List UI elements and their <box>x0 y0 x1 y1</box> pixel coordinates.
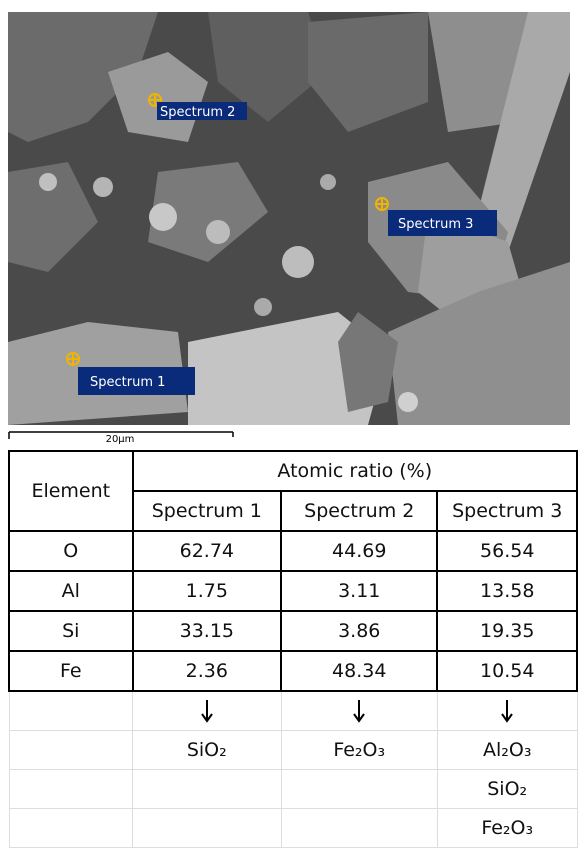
table-cell <box>133 770 281 809</box>
table-cell <box>281 809 437 848</box>
table-cell: 48.34 <box>281 651 437 691</box>
table-row: SiO₂ <box>9 770 577 809</box>
scale-label: 20μm <box>106 434 135 445</box>
spectrum-label: Spectrum 2 <box>160 105 235 120</box>
table-cell <box>9 770 133 809</box>
table-cell: 2.36 <box>133 651 281 691</box>
table-row <box>9 691 577 731</box>
table-cell: Element <box>9 451 133 531</box>
table-cell: SiO₂ <box>437 770 577 809</box>
table-cell <box>281 770 437 809</box>
table-cell: 44.69 <box>281 531 437 571</box>
scale-bar: 20μm <box>0 425 579 449</box>
arrow <box>200 698 214 724</box>
table-cell <box>133 691 281 731</box>
arrow <box>500 698 514 724</box>
table-cell: 62.74 <box>133 531 281 571</box>
table-cell: 10.54 <box>437 651 577 691</box>
sem-image: Spectrum 1 Spectrum 2 Spectrum 3 <box>8 12 570 425</box>
table-cell: 3.11 <box>281 571 437 611</box>
table-cell <box>437 691 577 731</box>
table-cell: 33.15 <box>133 611 281 651</box>
table-cell <box>9 691 133 731</box>
table-cell <box>133 809 281 848</box>
table-cell: Fe₂O₃ <box>437 809 577 848</box>
table-cell <box>9 809 133 848</box>
table-cell: Al <box>9 571 133 611</box>
table-cell: Si <box>9 611 133 651</box>
table-cell: 19.35 <box>437 611 577 651</box>
table-cell: 1.75 <box>133 571 281 611</box>
table-cell: Spectrum 3 <box>437 491 577 531</box>
table-cell: 56.54 <box>437 531 577 571</box>
table-cell: O <box>9 531 133 571</box>
table-cell: 13.58 <box>437 571 577 611</box>
table-cell: Spectrum 2 <box>281 491 437 531</box>
table-cell: Atomic ratio (%) <box>133 451 577 491</box>
table-cell: Spectrum 1 <box>133 491 281 531</box>
table-cell <box>9 731 133 770</box>
arrow <box>352 698 366 724</box>
table-cell: SiO₂ <box>133 731 281 770</box>
spectrum-label: Spectrum 1 <box>90 375 165 390</box>
table-cell: Al₂O₃ <box>437 731 577 770</box>
table-cell: Fe <box>9 651 133 691</box>
table-cell: Fe₂O₃ <box>281 731 437 770</box>
table-row: Fe₂O₃ <box>9 809 577 848</box>
table-cell: 3.86 <box>281 611 437 651</box>
table-cell <box>281 691 437 731</box>
page: {"image": {"spectrum_labels": ["Spectrum… <box>0 0 579 848</box>
spectrum-label: Spectrum 3 <box>398 217 473 232</box>
